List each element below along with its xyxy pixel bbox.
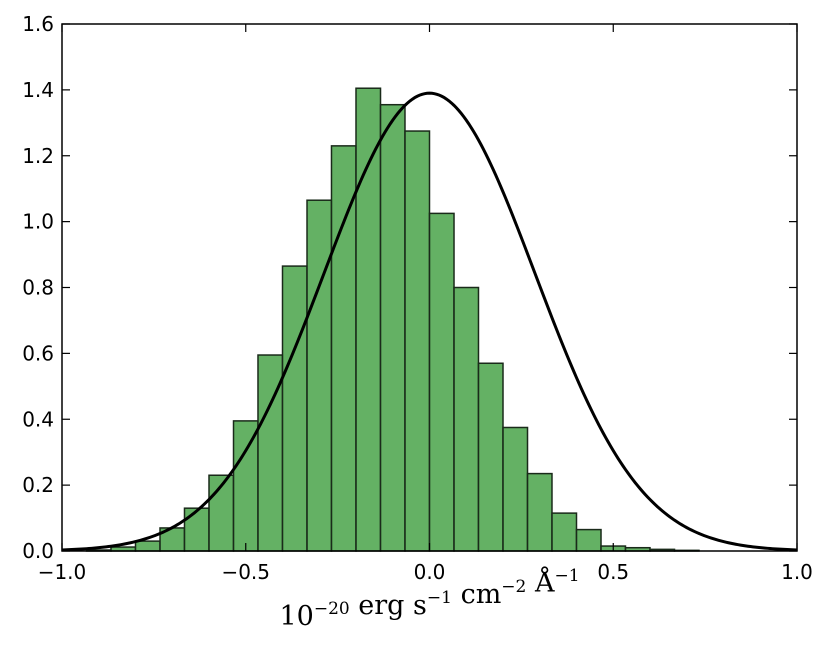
x-tick-label: 0.0 [414, 560, 446, 584]
y-tick-label: 1.2 [22, 144, 54, 168]
x-axis-label-part: 10 [279, 601, 313, 632]
histogram-bar [404, 130, 431, 552]
x-axis-label-exponent: −1 [427, 588, 452, 608]
y-tick-label: 0.4 [22, 407, 54, 431]
x-axis-label-exponent: −20 [314, 599, 350, 619]
y-tick-label: 0.8 [22, 276, 54, 300]
histogram-bar [477, 362, 504, 552]
x-axis-label-part: Å [526, 566, 555, 599]
histogram-bar [134, 540, 161, 552]
y-tick-label: 1.4 [22, 78, 54, 102]
histogram-bar [355, 87, 382, 552]
x-axis-label-part: cm [452, 579, 501, 610]
x-axis-label-part: erg s [350, 590, 427, 621]
y-tick-label: 0.6 [22, 341, 54, 365]
histogram-bar [306, 199, 333, 552]
histogram-bar [330, 145, 357, 552]
histogram-bar [379, 103, 406, 552]
histogram-bar [183, 507, 210, 552]
x-tick-label: −1.0 [38, 560, 87, 584]
histogram-bar [453, 286, 480, 552]
y-axis-ticks: 0.0 0.2 0.4 0.6 0.8 1.0 1.2 1.4 1.6 [22, 12, 797, 563]
y-tick-label: 1.6 [22, 12, 54, 36]
x-axis-label: 10−20 erg s−1 cm−2 Å−1 [279, 566, 579, 632]
histogram-bar [428, 212, 455, 552]
y-tick-label: 0.0 [22, 539, 54, 563]
y-tick-label: 0.2 [22, 473, 54, 497]
histogram-bars [85, 87, 700, 552]
x-axis-label-exponent: −2 [501, 577, 526, 597]
histogram-bar [575, 528, 602, 552]
histogram-bar [551, 512, 578, 552]
histogram-bar [232, 420, 259, 552]
histogram-bar [502, 426, 529, 552]
histogram-bar [281, 265, 308, 552]
x-axis-ticks: −1.0 −0.5 0.0 0.5 1.0 [38, 24, 813, 584]
y-tick-label: 1.0 [22, 210, 54, 234]
x-axis-label-exponent: −1 [554, 566, 579, 586]
x-tick-label: −0.5 [221, 560, 270, 584]
x-tick-label: 0.5 [597, 560, 629, 584]
gaussian-fit-curve [61, 91, 798, 552]
histogram-bar [526, 472, 553, 552]
x-tick-label: 1.0 [781, 560, 813, 584]
